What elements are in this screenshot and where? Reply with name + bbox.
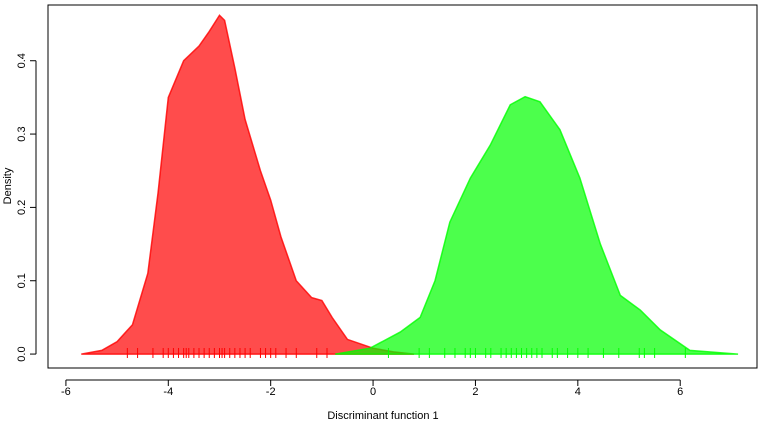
y-axis-label: Density bbox=[2, 167, 14, 204]
x-tick-label: 2 bbox=[472, 386, 478, 398]
y-tick-label: 0.4 bbox=[16, 53, 28, 68]
x-tick-label: 6 bbox=[677, 386, 683, 398]
density-area bbox=[81, 14, 415, 355]
x-tick-label: 0 bbox=[370, 386, 376, 398]
y-tick-label: 0.1 bbox=[16, 273, 28, 288]
x-tick-label: -6 bbox=[61, 386, 71, 398]
x-tick-label: -4 bbox=[163, 386, 173, 398]
plot-box bbox=[47, 4, 758, 369]
density-area bbox=[335, 95, 739, 355]
y-tick-label: 0.2 bbox=[16, 200, 28, 215]
x-tick-label: 4 bbox=[575, 386, 581, 398]
x-axis-label: Discriminant function 1 bbox=[327, 410, 438, 422]
x-tick-label: -2 bbox=[266, 386, 276, 398]
y-tick-label: 0.3 bbox=[16, 126, 28, 141]
y-tick-label: 0.0 bbox=[16, 346, 28, 361]
